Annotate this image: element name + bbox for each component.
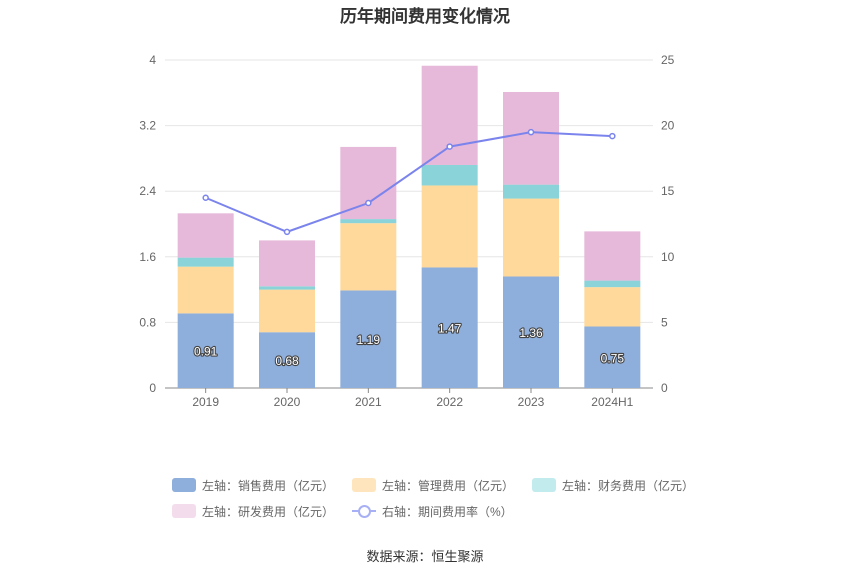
chart-legend: 左轴：销售费用（亿元） 左轴：管理费用（亿元） 左轴：财务费用（亿元） 左轴：研… (172, 472, 732, 524)
bar-segment-0 (421, 267, 478, 388)
bar-value-label: 1.47 (438, 322, 462, 336)
bar-segment-3 (259, 240, 315, 287)
bar-segment-3 (421, 65, 478, 165)
bar-segment-1 (503, 198, 559, 277)
bar-segment-1 (340, 223, 397, 291)
right-axis-tick-label: 5 (661, 315, 668, 329)
series-line-expense-rate (205, 131, 613, 233)
legend-item-expense-rate[interactable]: 右轴：期间费用率（%） (352, 503, 513, 520)
bar-segment-3 (584, 231, 641, 281)
legend-label-expense-rate: 右轴：期间费用率（%） (382, 504, 513, 519)
bar-segment-0 (584, 326, 641, 388)
line-point (283, 228, 291, 236)
bar-segment-2 (340, 219, 397, 224)
legend-item-admin[interactable]: 左轴：管理费用（亿元） (352, 477, 514, 494)
left-axis-tick-label: 0.8 (139, 315, 156, 329)
line-point (446, 143, 453, 150)
legend-label-admin: 左轴：管理费用（亿元） (382, 478, 515, 493)
bar-segment-2 (259, 286, 315, 290)
left-axis-tick-label: 0 (149, 381, 156, 395)
x-axis-tick-label: 2024H1 (591, 395, 633, 409)
left-axis-tick-label: 4 (149, 53, 156, 67)
legend-item-rnd[interactable]: 左轴：研发费用（亿元） (172, 503, 334, 520)
bar-segment-2 (584, 280, 641, 288)
left-axis-tick-label: 3.2 (139, 119, 156, 133)
legend-swatch-finance (532, 478, 557, 492)
legend-label-finance: 左轴：财务费用（亿元） (562, 478, 695, 493)
bar-segment-1 (584, 287, 641, 327)
line-point (527, 128, 535, 136)
bar-segment-2 (177, 257, 234, 267)
line-point (609, 132, 616, 140)
bar-segment-0 (177, 313, 234, 388)
right-axis-tick-label: 10 (661, 250, 675, 264)
bar-segment-1 (421, 185, 478, 268)
bar-segment-2 (421, 164, 478, 186)
bar-value-label: 0.91 (194, 345, 218, 359)
legend-label-rnd: 左轴：研发费用（亿元） (202, 504, 335, 519)
legend-label-sales: 左轴：销售费用（亿元） (202, 478, 335, 493)
bar-segment-3 (340, 146, 397, 220)
left-axis-tick-label: 1.6 (139, 250, 156, 264)
x-axis-tick-label: 2022 (436, 395, 463, 409)
bar-segment-2 (503, 184, 559, 199)
bar-segment-0 (340, 290, 397, 388)
legend-swatch-expense-rate (352, 504, 377, 518)
line-point (365, 199, 372, 207)
right-axis-tick-label: 0 (661, 381, 668, 395)
right-axis-tick-label: 25 (661, 53, 675, 67)
legend-item-sales[interactable]: 左轴：销售费用（亿元） (172, 477, 334, 494)
legend-swatch-admin (352, 478, 377, 492)
chart-plot: 0 0.8 1.6 2.4 3.2 4 0 5 10 15 20 25 0.91 2019 0.68 2020… (139, 53, 675, 409)
bar-value-label: 0.68 (275, 354, 299, 368)
right-axis-tick-label: 15 (661, 184, 675, 198)
bar-segment-0 (259, 332, 315, 388)
x-axis-tick-label: 2020 (274, 395, 301, 409)
bar-value-label: 0.75 (601, 351, 625, 365)
legend-swatch-sales (172, 478, 196, 492)
bar-value-label: 1.19 (357, 333, 381, 347)
right-axis-tick-label: 20 (661, 119, 675, 133)
x-axis-tick-label: 2023 (518, 395, 545, 409)
data-source: 数据来源：恒生聚源 (366, 549, 484, 564)
bar-segment-3 (177, 213, 234, 258)
bar-segment-0 (503, 276, 559, 388)
line-point (202, 194, 209, 202)
x-axis-tick-label: 2019 (192, 395, 219, 409)
legend-swatch-rnd (172, 504, 196, 518)
x-axis-tick-label: 2021 (355, 395, 382, 409)
bar-segment-1 (259, 289, 315, 333)
bar-segment-3 (503, 91, 559, 185)
chart-title: 历年期间费用变化情况 (340, 7, 510, 26)
left-axis-tick-label: 2.4 (139, 184, 156, 198)
legend-item-finance[interactable]: 左轴：财务费用（亿元） (532, 477, 694, 494)
bar-segment-1 (177, 266, 234, 314)
bar-value-label: 1.36 (519, 326, 543, 340)
